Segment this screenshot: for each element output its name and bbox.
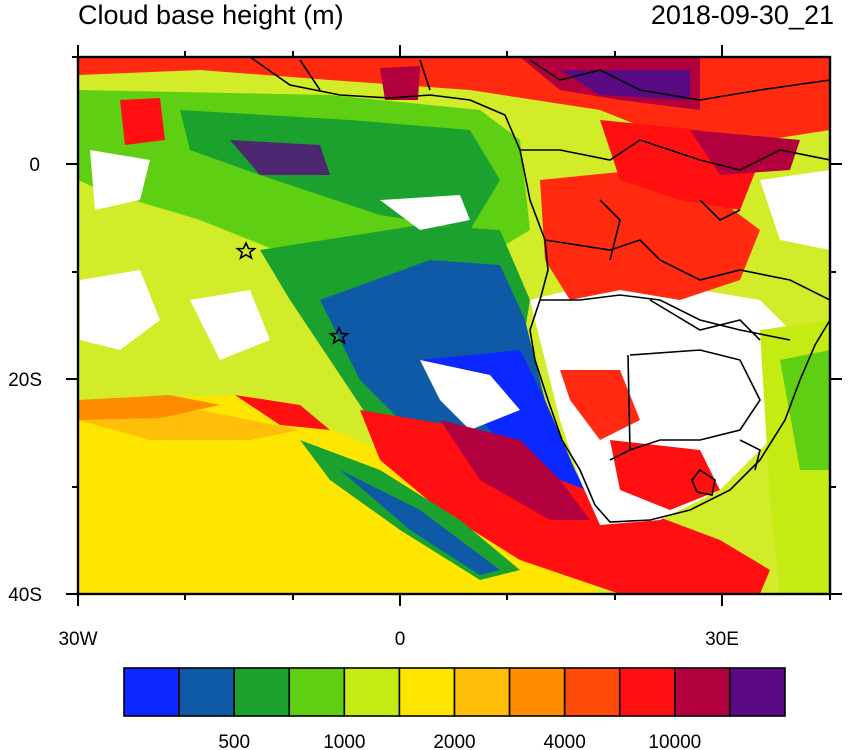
axis-ticks [66, 45, 842, 606]
y-tick-label-20s: 20S [8, 370, 42, 391]
colorbar-swatch [618, 667, 676, 717]
x-tick-label-30e: 30E [705, 629, 739, 650]
star-marker [235, 241, 257, 260]
colorbar-labels: 500 1000 2000 4000 10000 [218, 732, 701, 750]
colorbar-swatch [674, 667, 731, 717]
y-tick-label-0: 0 [29, 155, 40, 176]
colorbar-swatch [508, 667, 566, 717]
markers [235, 241, 350, 345]
coastlines [249, 57, 830, 523]
x-tick-label-0: 0 [395, 629, 406, 650]
star-marker [328, 326, 350, 345]
colorbar-label: 1000 [323, 732, 365, 750]
colorbar-swatch [729, 667, 786, 717]
colorbar-label: 4000 [544, 732, 586, 750]
colorbar [123, 667, 786, 717]
colorbar-swatch [288, 667, 346, 717]
colorbar-swatch [123, 667, 180, 717]
colorbar-label: 10000 [648, 732, 701, 750]
timestamp-label: 2018-09-30_21 [650, 0, 834, 30]
colorbar-label: 2000 [433, 732, 475, 750]
colorbar-swatch [178, 667, 235, 717]
colorbar-swatch [563, 667, 621, 717]
colorbar-swatch [343, 667, 401, 717]
colorbar-swatch [398, 667, 456, 717]
colorbar-label: 500 [218, 732, 250, 750]
colorbar-swatch [233, 667, 291, 717]
colorbar-swatch [453, 667, 511, 717]
map-frame [76, 55, 832, 596]
cloud-field [78, 57, 830, 594]
y-tick-label-40s: 40S [8, 585, 42, 606]
x-tick-label-30w: 30W [58, 629, 97, 650]
map-title: Cloud base height (m) [78, 0, 344, 30]
